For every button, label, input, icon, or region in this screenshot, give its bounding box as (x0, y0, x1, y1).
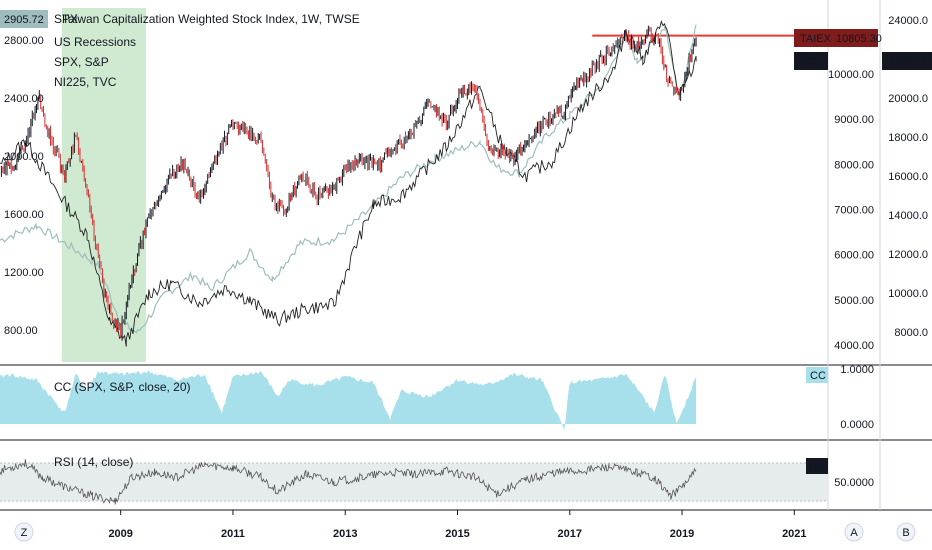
ni225-tick-label: 18000.0 (888, 132, 928, 144)
x-tick-label: 2015 (445, 528, 469, 540)
rsi-tag-badge (806, 458, 828, 474)
cc-tag-badge (806, 367, 828, 383)
rsi-pane-label: RSI (14, close) (54, 455, 133, 469)
x-tick-label: 2013 (333, 528, 357, 540)
ni225-tick-label: 24000.0 (888, 15, 928, 27)
spx-tick-label: 2800.00 (4, 35, 44, 47)
ni225-tick-label: 20000.0 (888, 93, 928, 105)
taiex-tag-name: TAIEX (800, 33, 832, 45)
spx-last-value: 2905.72 (4, 14, 44, 26)
taiex-tick-label: 9000.00 (834, 114, 874, 126)
cc-tick-label: 0.0000 (840, 419, 874, 431)
legend-entry: NI225, TVC (54, 75, 117, 89)
ni225-line (0, 20, 697, 347)
taiex-candles (0, 25, 697, 341)
spx-last-badge (0, 10, 48, 28)
spx-tick-label: 2400.00 (4, 93, 44, 105)
legend-entry: US Recessions (54, 35, 136, 49)
ni225-value-tag (882, 52, 932, 70)
ni225-tag-name: NI225 (798, 56, 827, 68)
x-tick-label: 2019 (670, 528, 694, 540)
auto-scale-button-bg (844, 522, 864, 542)
zoom-button[interactable]: Z (14, 522, 34, 542)
x-tick-label: 2017 (558, 528, 582, 540)
cc-pane-label: CC (SPX, S&P, close, 20) (54, 380, 191, 394)
taiex-tick-label: 4000.00 (834, 340, 874, 352)
taiex-tick-label: 10000.00 (828, 69, 874, 81)
rsi-tag-text: RSI (809, 461, 827, 473)
zoom-button-bg (14, 522, 34, 542)
cc-tick-label: 1.0000 (840, 364, 874, 376)
x-tick-label: 2009 (108, 528, 132, 540)
b-button-label: B (902, 527, 909, 539)
ni225-tag-value: 21870.6 (888, 56, 928, 68)
b-button[interactable]: B (896, 522, 916, 542)
cc-area (0, 370, 697, 431)
zoom-button-label: Z (21, 527, 28, 539)
rsi-line (0, 459, 697, 505)
rsi-band (0, 463, 828, 501)
spx-tick-label: 800.00 (4, 325, 38, 337)
spx-tick-label: 1200.00 (4, 267, 44, 279)
spx-tag-text: SPX (54, 12, 78, 26)
spx-tick-label: 2000.00 (4, 151, 44, 163)
taiex-tick-label: 7000.00 (834, 205, 874, 217)
ni225-tick-label: 16000.0 (888, 171, 928, 183)
taiex-tick-label: 6000.00 (834, 250, 874, 262)
x-tick-label: 2021 (782, 528, 806, 540)
ni225-tick-label: 14000.0 (888, 210, 928, 222)
ni225-tick-label: 8000.0 (894, 327, 928, 339)
ni225-tick-label: 12000.0 (888, 249, 928, 261)
rsi-tick-label: 50.0000 (834, 477, 874, 489)
b-button-bg (896, 522, 916, 542)
cc-tag-text: CC (810, 370, 826, 382)
ni225-name-tag (794, 52, 828, 70)
auto-scale-button[interactable]: A (844, 522, 864, 542)
ni225-tick-label: 10000.0 (888, 288, 928, 300)
legend-entry: SPX, S&P (54, 55, 109, 69)
chart-title: Taiwan Capitalization Weighted Stock Ind… (62, 12, 360, 26)
taiex-tick-label: 5000.00 (834, 295, 874, 307)
auto-scale-button-label: A (850, 527, 858, 539)
taiex-tag-value: 10805.30 (836, 33, 882, 45)
x-tick-label: 2011 (221, 528, 245, 540)
spx-tick-label: 1600.00 (4, 209, 44, 221)
taiex-tick-label: 8000.00 (834, 159, 874, 171)
taiex-price-tag (794, 29, 878, 47)
